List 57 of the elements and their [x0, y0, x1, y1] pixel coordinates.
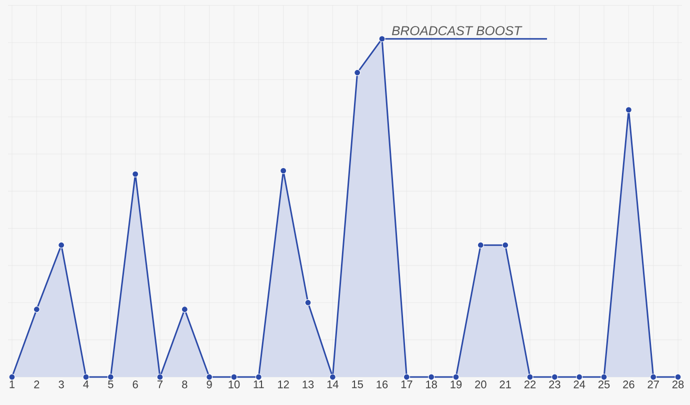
- point: [650, 374, 657, 380]
- x-tick-label: 26: [623, 380, 634, 388]
- point: [502, 242, 509, 248]
- x-tick-label: 8: [182, 380, 188, 388]
- x-tick-label: 7: [158, 380, 163, 388]
- x-tick-label: 10: [228, 380, 240, 388]
- annotation: BROADCAST BOOST: [392, 26, 522, 36]
- x-tick-label: 15: [352, 380, 363, 388]
- x-tick-label: 19: [450, 380, 462, 388]
- x-tick-label: 18: [426, 380, 437, 388]
- point: [526, 374, 534, 380]
- point: [403, 374, 410, 380]
- point: [181, 306, 188, 313]
- point: [329, 374, 336, 380]
- x-tick-label: 13: [302, 380, 314, 388]
- point: [255, 374, 262, 380]
- x-tick-label: 20: [475, 380, 486, 388]
- x-tick-label: 1: [10, 380, 15, 388]
- x-tick-label: 22: [524, 380, 536, 388]
- point: [428, 374, 435, 380]
- x-tick-label: 23: [549, 380, 560, 388]
- point: [33, 306, 40, 313]
- point: [82, 374, 90, 380]
- x-tick-label: 12: [278, 380, 289, 388]
- x-tick-label: 16: [376, 380, 388, 388]
- point: [107, 374, 114, 380]
- x-tick-label: 14: [327, 380, 338, 388]
- x-tick-label: 9: [206, 380, 212, 388]
- point: [625, 106, 632, 114]
- x-tick-label: 3: [58, 380, 64, 388]
- point: [477, 242, 484, 248]
- point: [378, 36, 386, 42]
- point: [304, 299, 312, 306]
- point: [576, 374, 583, 380]
- x-tick-label: 21: [500, 380, 511, 388]
- point: [600, 374, 608, 380]
- point: [551, 374, 558, 380]
- point: [132, 170, 139, 178]
- point: [8, 374, 16, 380]
- x-tick-label: 27: [648, 380, 659, 388]
- x-tick-label: 5: [108, 380, 114, 388]
- point: [156, 374, 164, 380]
- point: [280, 167, 287, 174]
- x-tick-label: 25: [598, 380, 610, 388]
- point: [452, 374, 460, 380]
- point: [674, 374, 682, 380]
- point: [58, 242, 65, 248]
- x-tick-label: 17: [401, 380, 412, 388]
- point: [230, 374, 238, 380]
- x-tick-label: 24: [574, 380, 586, 388]
- x-tick-label: 11: [254, 380, 264, 388]
- point: [206, 374, 213, 380]
- x-tick-label: 4: [83, 380, 89, 388]
- x-tick-label: 6: [132, 380, 138, 388]
- point: [354, 69, 361, 76]
- x-tick-label: 2: [34, 380, 40, 388]
- x-tick-label: 28: [672, 380, 684, 388]
